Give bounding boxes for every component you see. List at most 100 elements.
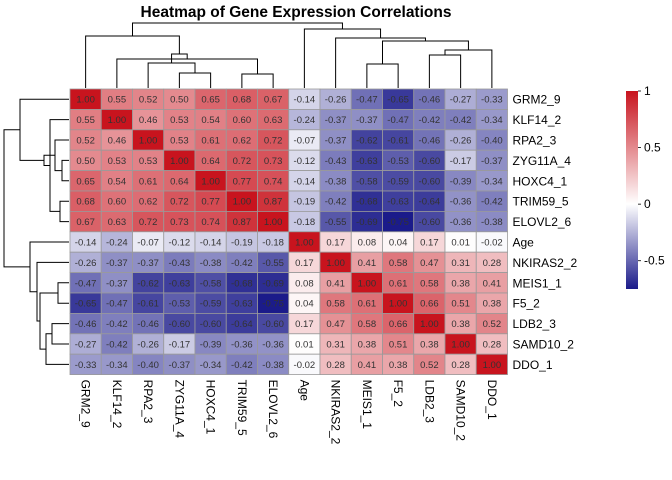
- cell-value-label: -0.19: [294, 197, 316, 208]
- cell-value-label: 0.38: [483, 299, 502, 310]
- cell-value-label: 0.64: [170, 176, 189, 187]
- cell-value-label: -0.33: [75, 360, 97, 371]
- dendrograms: [3, 22, 493, 365]
- cell-value-label: -0.68: [356, 197, 378, 208]
- heatmap-cell-labels: 1.00 0.55 0.52 0.50 0.65 0.68 0.67 -0.14 -0.26 -0…: [75, 95, 503, 371]
- row-label: NKIRAS2_2: [513, 256, 578, 270]
- cell-value-label: -0.18: [262, 238, 284, 249]
- cell-value-label: 0.65: [201, 95, 220, 106]
- cell-value-label: -0.07: [137, 238, 159, 249]
- cell-value-label: 0.61: [358, 299, 377, 310]
- cell-value-label: -0.63: [169, 278, 191, 289]
- cell-value-label: -0.26: [137, 340, 159, 351]
- column-label: HOXC4_1: [204, 380, 218, 435]
- cell-value-label: -0.37: [106, 278, 128, 289]
- cell-value-label: -0.58: [200, 278, 222, 289]
- cell-value-label: -0.02: [294, 360, 316, 371]
- cell-value-label: 1.00: [295, 238, 314, 249]
- cell-value-label: 0.04: [389, 238, 408, 249]
- column-label: SAMD10_2: [454, 380, 468, 442]
- cell-value-label: -0.37: [106, 258, 128, 269]
- cell-value-label: 0.04: [295, 299, 314, 310]
- cell-value-label: 0.62: [233, 136, 252, 147]
- legend-tick-label: -0.5: [644, 254, 665, 268]
- cell-value-label: -0.02: [481, 238, 503, 249]
- cell-value-label: 0.87: [233, 217, 252, 228]
- cell-value-label: -0.17: [169, 340, 191, 351]
- cell-value-label: -0.36: [450, 197, 472, 208]
- cell-value-label: 0.52: [76, 136, 95, 147]
- cell-value-label: 0.61: [389, 278, 408, 289]
- cell-value-label: -0.42: [325, 197, 347, 208]
- cell-value-label: 0.41: [358, 360, 377, 371]
- column-label: DDO_1: [485, 380, 499, 420]
- cell-value-label: -0.36: [231, 340, 253, 351]
- cell-value-label: -0.24: [106, 238, 128, 249]
- cell-value-label: -0.61: [387, 136, 409, 147]
- cell-value-label: 0.64: [201, 156, 220, 167]
- cell-value-label: 0.60: [233, 115, 252, 126]
- cell-value-label: 0.28: [326, 360, 345, 371]
- cell-value-label: 0.55: [108, 95, 127, 106]
- cell-value-label: -0.46: [137, 319, 159, 330]
- chart-title: Heatmap of Gene Expression Correlations: [141, 4, 452, 21]
- cell-value-label: -0.75: [387, 217, 409, 228]
- color-legend-bar: [626, 91, 638, 289]
- cell-value-label: 0.53: [170, 136, 189, 147]
- cell-value-label: -0.47: [75, 278, 97, 289]
- cell-value-label: 0.01: [451, 238, 470, 249]
- cell-value-label: 0.31: [326, 340, 345, 351]
- cell-value-label: 0.67: [76, 217, 95, 228]
- cell-value-label: -0.26: [325, 95, 347, 106]
- cell-value-label: -0.40: [481, 136, 503, 147]
- cell-value-label: 1.00: [108, 115, 127, 126]
- column-label: RPA2_3: [141, 380, 155, 424]
- cell-value-label: 0.38: [420, 340, 439, 351]
- cell-value-label: -0.37: [481, 156, 503, 167]
- cell-value-label: -0.42: [106, 319, 128, 330]
- cell-value-label: -0.14: [75, 238, 97, 249]
- cell-value-label: -0.27: [75, 340, 97, 351]
- cell-value-label: -0.14: [294, 176, 316, 187]
- cell-value-label: -0.37: [137, 258, 159, 269]
- cell-value-label: -0.36: [450, 217, 472, 228]
- cell-value-label: 0.72: [264, 136, 283, 147]
- cell-value-label: -0.60: [262, 319, 284, 330]
- cell-value-label: 0.08: [358, 238, 377, 249]
- cell-value-label: 0.38: [358, 340, 377, 351]
- cell-value-label: 0.46: [108, 136, 127, 147]
- cell-value-label: 0.54: [108, 176, 127, 187]
- cell-value-label: 1.00: [76, 95, 95, 106]
- cell-value-label: -0.53: [169, 299, 191, 310]
- cell-value-label: 0.17: [295, 319, 314, 330]
- cell-value-label: 0.62: [139, 197, 158, 208]
- cell-value-label: -0.42: [481, 197, 503, 208]
- cell-value-label: 0.77: [233, 176, 252, 187]
- cell-value-label: 0.38: [451, 278, 470, 289]
- cell-value-label: -0.60: [200, 319, 222, 330]
- cell-value-label: -0.07: [294, 136, 316, 147]
- cell-value-label: -0.12: [169, 238, 191, 249]
- cell-value-label: 0.74: [201, 217, 220, 228]
- cell-value-label: 0.53: [108, 156, 127, 167]
- cell-value-label: -0.40: [137, 360, 159, 371]
- cell-value-label: -0.59: [200, 299, 222, 310]
- cell-value-label: 0.66: [389, 319, 408, 330]
- cell-value-label: -0.69: [262, 278, 284, 289]
- cell-value-label: -0.64: [419, 197, 441, 208]
- cell-value-label: 0.74: [264, 176, 283, 187]
- cell-value-label: -0.61: [137, 299, 159, 310]
- cell-value-label: -0.46: [419, 95, 441, 106]
- cell-value-label: -0.60: [419, 217, 441, 228]
- cell-value-label: 0.50: [76, 156, 95, 167]
- cell-value-label: -0.34: [200, 360, 222, 371]
- cell-value-label: -0.38: [200, 258, 222, 269]
- cell-value-label: 1.00: [420, 319, 439, 330]
- column-labels: GRM2_9 KLF14_2 RPA2_3 ZYG11A_4 HOXC4_1 TRIM59…: [79, 380, 499, 445]
- row-label: ZYG11A_4: [513, 154, 572, 168]
- cell-value-label: 0.53: [170, 115, 189, 126]
- cell-value-label: -0.75: [262, 299, 284, 310]
- cell-value-label: 0.66: [420, 299, 439, 310]
- cell-value-label: 0.52: [139, 95, 158, 106]
